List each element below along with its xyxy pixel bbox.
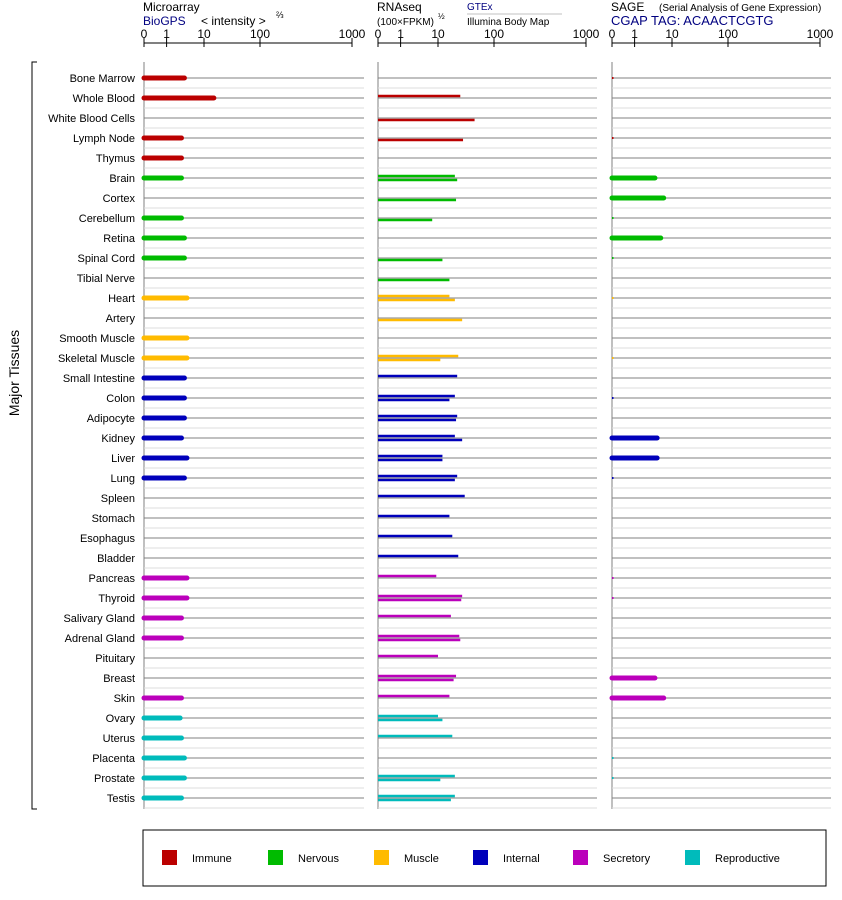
sage-tick-label: 1000 xyxy=(807,27,834,41)
tissue-label: Salivary Gland xyxy=(63,613,135,625)
tissue-label: Breast xyxy=(103,673,135,685)
rnaseq-title: RNAseq xyxy=(377,0,422,14)
y-axis-label: Major Tissues xyxy=(6,330,22,416)
sage-tick-label: 100 xyxy=(718,27,738,41)
legend-swatch-reproductive xyxy=(685,850,700,865)
microarray-subtitle: BioGPS xyxy=(143,14,186,28)
tissue-label: Brain xyxy=(109,173,135,185)
tissue-label: Lymph Node xyxy=(73,133,135,145)
tissue-label: Lung xyxy=(111,473,135,485)
tissue-label: Adrenal Gland xyxy=(65,633,135,645)
tissue-label: Small Intestine xyxy=(63,373,135,385)
sage-title: SAGE xyxy=(611,0,644,14)
tissue-label: Cerebellum xyxy=(79,213,135,225)
tissue-label: Adipocyte xyxy=(87,413,135,425)
tissue-label: Stomach xyxy=(92,513,135,525)
sage-title-note: (Serial Analysis of Gene Expression) xyxy=(659,3,821,14)
gtex-source-label: GTEx xyxy=(467,2,493,13)
rnaseq-tick-label: 0 xyxy=(375,27,382,41)
legend-label-internal: Internal xyxy=(503,853,540,865)
tissue-label: Thymus xyxy=(96,153,136,165)
legend-swatch-immune xyxy=(162,850,177,865)
microarray-tick-label: 1000 xyxy=(339,27,366,41)
microarray-tick-label: 0 xyxy=(141,27,148,41)
rnaseq-tick-label: 100 xyxy=(484,27,504,41)
tissue-label: Bladder xyxy=(97,553,135,565)
tissue-label: Whole Blood xyxy=(73,93,135,105)
legend-label-muscle: Muscle xyxy=(404,853,439,865)
sage-tick-label: 10 xyxy=(665,27,679,41)
microarray-tick-label: 10 xyxy=(197,27,211,41)
tissue-label: Thyroid xyxy=(98,593,135,605)
rnaseq-unit: (100×FPKM) xyxy=(377,17,434,28)
axes-layer: 0 1 10 100 1000 0 1 10 100 1000 0 1 10 100 1000 xyxy=(141,27,834,809)
tissue-label: Pancreas xyxy=(89,573,136,585)
tissue-label: Liver xyxy=(111,453,135,465)
tissue-label: Placenta xyxy=(92,753,136,765)
microarray-tick-label: 1 xyxy=(163,27,170,41)
tissue-label: Cortex xyxy=(103,193,136,205)
tissue-label: Testis xyxy=(107,793,136,805)
legend-swatch-nervous xyxy=(268,850,283,865)
tissue-label: Prostate xyxy=(94,773,135,785)
tissue-label: Esophagus xyxy=(80,533,136,545)
tissue-label: Tibial Nerve xyxy=(77,273,135,285)
tissue-label: Skin xyxy=(114,693,135,705)
legend-swatch-muscle xyxy=(374,850,389,865)
tissue-label: Colon xyxy=(106,393,135,405)
tissue-label: Artery xyxy=(106,313,136,325)
legend-swatch-secretory xyxy=(573,850,588,865)
tissue-label: Spinal Cord xyxy=(78,253,135,265)
illumina-source-label: Illumina Body Map xyxy=(467,17,550,28)
legend-label-secretory: Secretory xyxy=(603,853,651,865)
rnaseq-unit-exponent: ½ xyxy=(438,12,445,21)
legend: Immune Nervous Muscle Internal Secretory Repr… xyxy=(162,850,780,865)
tissue-label: White Blood Cells xyxy=(48,113,135,125)
tissue-label: Skeletal Muscle xyxy=(58,353,135,365)
sage-tick-label: 1 xyxy=(631,27,638,41)
legend-label-immune: Immune xyxy=(192,853,232,865)
tissue-label: Spleen xyxy=(101,493,135,505)
legend-label-reproductive: Reproductive xyxy=(715,853,780,865)
tissue-label: Retina xyxy=(103,233,136,245)
tissue-label: Pituitary xyxy=(95,653,135,665)
microarray-tick-label: 100 xyxy=(250,27,270,41)
microarray-unit: < intensity > xyxy=(201,14,266,28)
tissue-bracket xyxy=(31,61,37,810)
tissue-label: Ovary xyxy=(106,713,136,725)
sage-tick-label: 0 xyxy=(609,27,616,41)
rnaseq-tick-label: 10 xyxy=(431,27,445,41)
microarray-title: Microarray xyxy=(143,0,200,14)
legend-swatch-internal xyxy=(473,850,488,865)
tissue-label: Bone Marrow xyxy=(70,73,135,85)
tissue-label: Smooth Muscle xyxy=(59,333,135,345)
sage-subtitle: CGAP TAG: ACAACTCGTG xyxy=(611,13,774,28)
bars-layer xyxy=(141,75,667,802)
tissue-label: Kidney xyxy=(101,433,135,445)
rnaseq-tick-label: 1000 xyxy=(573,27,600,41)
legend-label-nervous: Nervous xyxy=(298,853,339,865)
rnaseq-tick-label: 1 xyxy=(397,27,404,41)
microarray-unit-exponent: ⅔ xyxy=(276,10,284,20)
tissue-label: Heart xyxy=(108,293,135,305)
tissue-label: Uterus xyxy=(103,733,136,745)
